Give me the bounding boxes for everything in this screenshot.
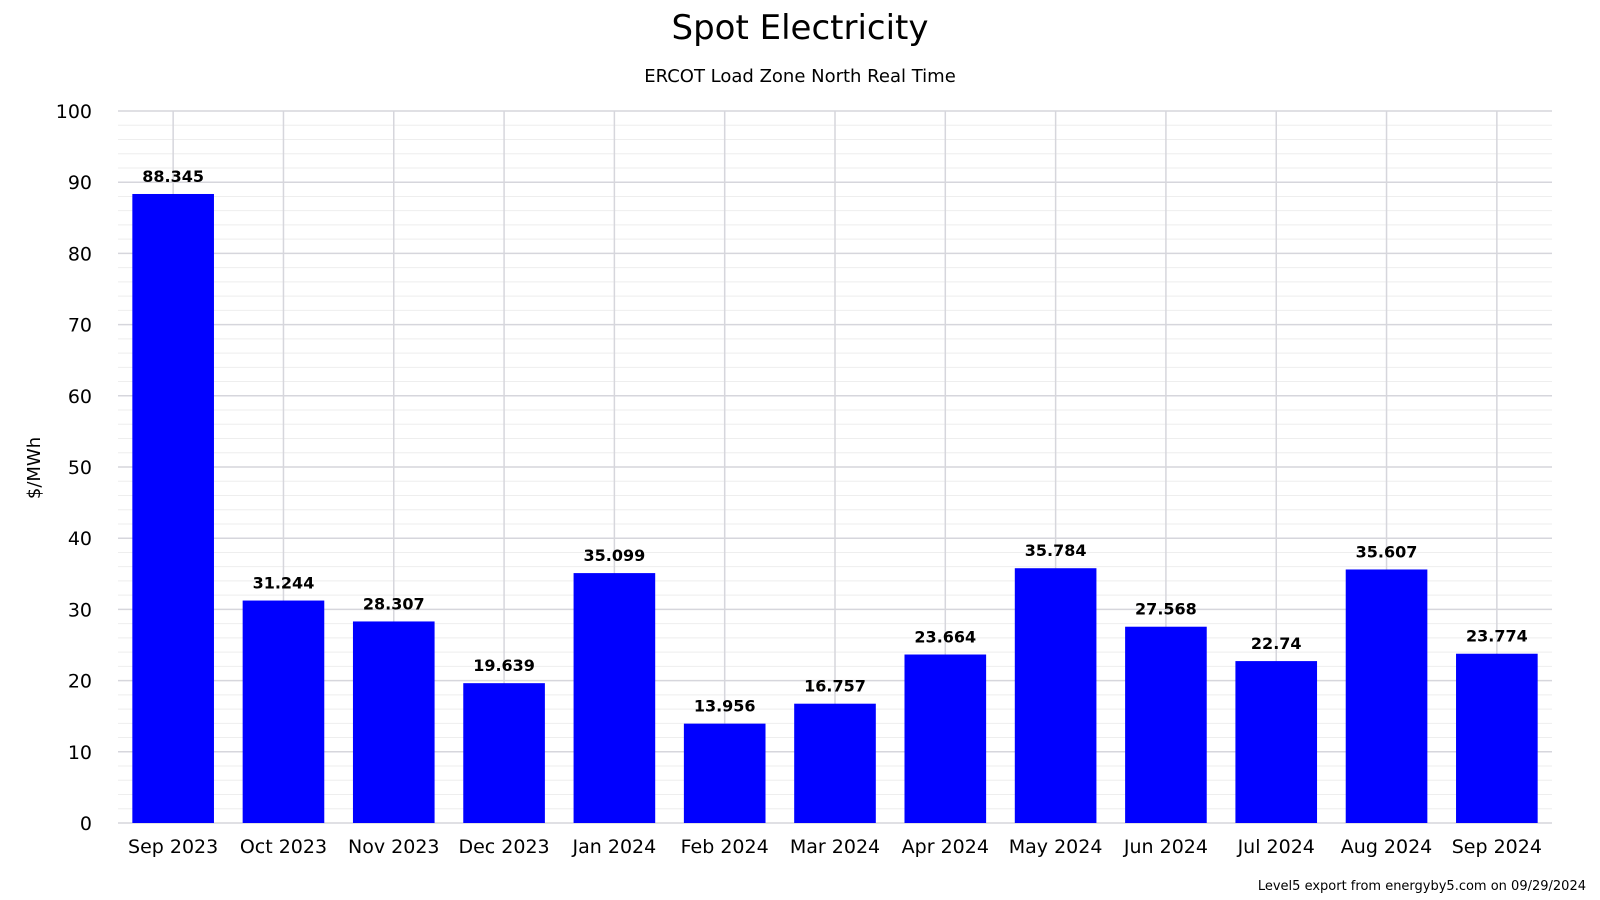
y-tick-label: 40 (68, 528, 92, 550)
data-label: 31.244 (253, 574, 315, 593)
data-label: 35.784 (1025, 541, 1087, 560)
bar-mar-2024[interactable] (794, 703, 876, 823)
y-tick-label: 60 (68, 386, 92, 408)
data-label: 13.956 (694, 697, 756, 716)
x-tick-label: Oct 2023 (240, 836, 327, 858)
bar-jun-2024[interactable] (1125, 626, 1207, 823)
y-tick-label: 100 (56, 101, 92, 123)
data-label: 35.607 (1356, 542, 1418, 561)
y-tick-label: 10 (68, 742, 92, 764)
y-tick-label: 20 (68, 671, 92, 693)
bar-feb-2024[interactable] (683, 723, 766, 823)
x-tick-label: Aug 2024 (1341, 836, 1433, 858)
x-tick-label: Sep 2023 (128, 836, 218, 858)
bar-sep-2024[interactable] (1456, 653, 1538, 823)
chart-title: Spot Electricity (671, 8, 929, 48)
bar-may-2024[interactable] (1014, 568, 1097, 823)
bar-dec-2023[interactable] (463, 683, 545, 823)
data-label: 23.774 (1466, 627, 1528, 646)
bar-jul-2024[interactable] (1235, 661, 1318, 823)
bar-aug-2024[interactable] (1345, 569, 1428, 823)
bars (132, 193, 1538, 824)
bar-oct-2023[interactable] (242, 600, 325, 823)
y-tick-label: 90 (68, 172, 92, 194)
y-axis-label: $/MWh (24, 437, 45, 499)
y-tick-label: 50 (68, 457, 92, 479)
data-label: 16.757 (804, 677, 866, 696)
bar-apr-2024[interactable] (904, 654, 987, 823)
x-tick-label: Sep 2024 (1452, 836, 1542, 858)
y-tick-label: 70 (68, 315, 92, 337)
y-tick-label: 0 (80, 813, 92, 835)
y-tick-label: 80 (68, 243, 92, 265)
data-labels: 88.345 31.244 28.307 19.639 35.099 13.956 16.7… (142, 167, 1527, 716)
bar-nov-2023[interactable] (352, 621, 435, 823)
x-axis: Sep 2023 Oct 2023 Nov 2023 Dec 2023 Jan 2024… (128, 836, 1542, 858)
y-tick-label: 30 (68, 599, 92, 621)
y-axis: 0 10 20 30 40 50 60 70 80 90 100 (56, 101, 92, 835)
x-tick-label: Dec 2023 (458, 836, 549, 858)
x-tick-label: Jun 2024 (1123, 836, 1208, 858)
chart-subtitle: ERCOT Load Zone North Real Time (644, 66, 956, 87)
x-tick-label: Mar 2024 (790, 836, 880, 858)
export-credit: Level5 export from energyby5.com on 09/2… (1257, 879, 1586, 894)
x-tick-label: Nov 2023 (348, 836, 439, 858)
x-tick-label: Jul 2024 (1237, 836, 1315, 858)
x-tick-label: Jan 2024 (572, 836, 657, 858)
data-label: 23.664 (914, 628, 976, 647)
x-tick-label: Apr 2024 (902, 836, 989, 858)
data-label: 28.307 (363, 594, 425, 613)
data-label: 35.099 (584, 546, 646, 565)
data-label: 19.639 (473, 656, 535, 675)
data-label: 22.74 (1251, 634, 1302, 653)
data-label: 27.568 (1135, 600, 1197, 619)
bar-jan-2024[interactable] (573, 573, 656, 823)
x-tick-label: Feb 2024 (681, 836, 769, 858)
bar-sep-2023[interactable] (132, 193, 214, 824)
data-label: 88.345 (142, 167, 204, 186)
x-tick-label: May 2024 (1009, 836, 1103, 858)
